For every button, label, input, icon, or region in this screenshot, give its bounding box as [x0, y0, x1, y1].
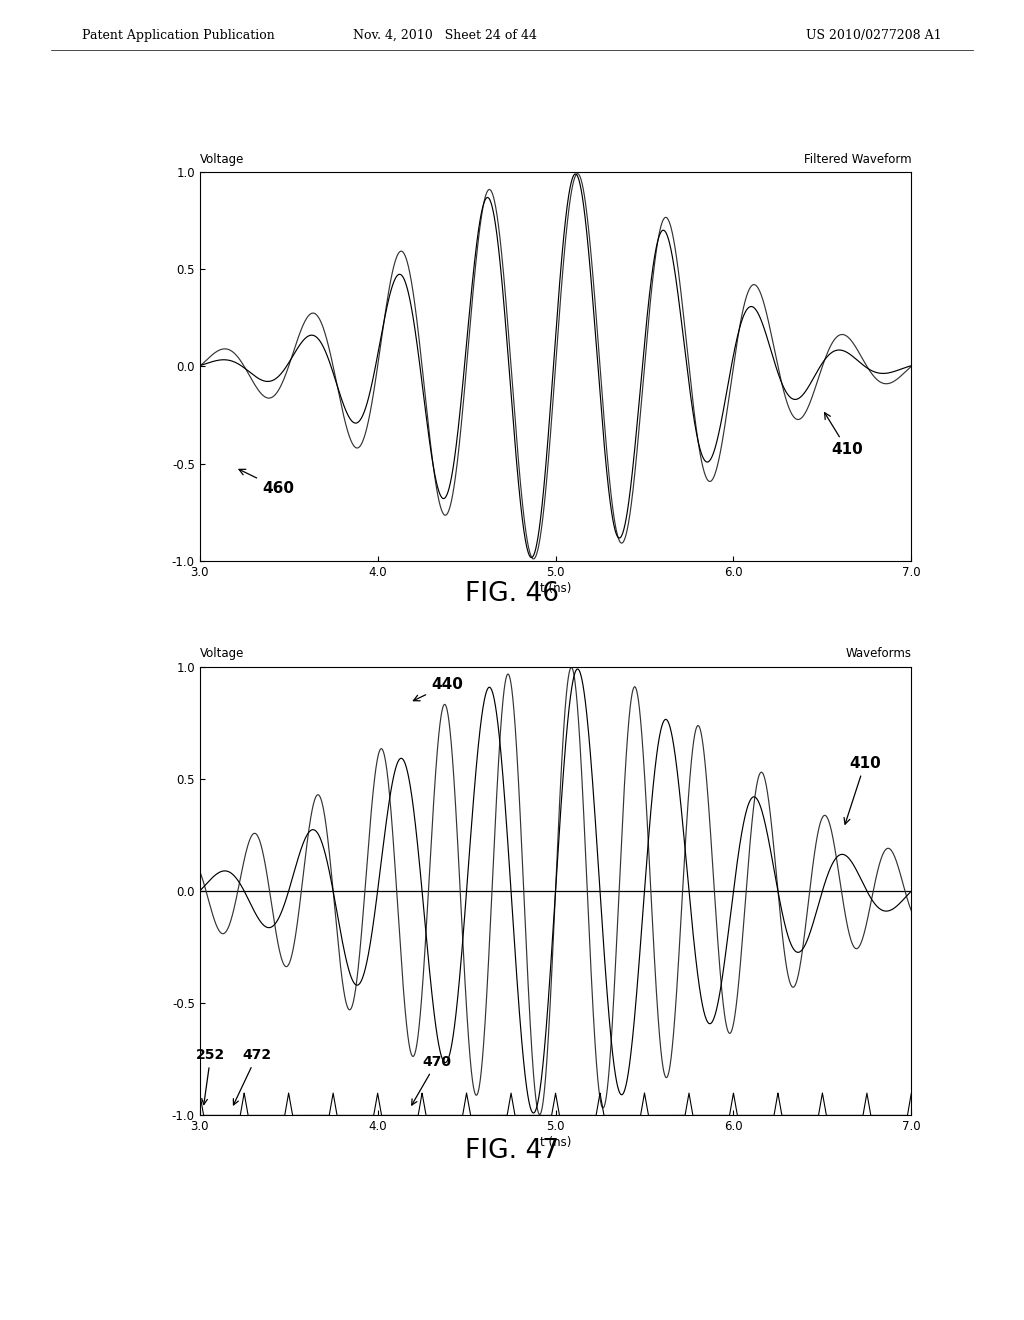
- Text: Nov. 4, 2010   Sheet 24 of 44: Nov. 4, 2010 Sheet 24 of 44: [353, 29, 538, 42]
- X-axis label: t (ns): t (ns): [540, 1137, 571, 1148]
- Text: FIG. 47: FIG. 47: [465, 1138, 559, 1164]
- Text: Voltage: Voltage: [200, 647, 244, 660]
- Text: Filtered Waveform: Filtered Waveform: [804, 153, 911, 166]
- Text: Waveforms: Waveforms: [846, 647, 911, 660]
- Text: 472: 472: [233, 1048, 271, 1105]
- Text: 410: 410: [824, 413, 863, 457]
- Text: 410: 410: [844, 755, 881, 824]
- Text: FIG. 46: FIG. 46: [465, 581, 559, 607]
- Text: 252: 252: [197, 1048, 225, 1105]
- Text: US 2010/0277208 A1: US 2010/0277208 A1: [807, 29, 942, 42]
- X-axis label: t (ns): t (ns): [540, 582, 571, 594]
- Text: Voltage: Voltage: [200, 153, 244, 166]
- Text: 460: 460: [239, 470, 294, 496]
- Text: Patent Application Publication: Patent Application Publication: [82, 29, 274, 42]
- Text: 440: 440: [414, 677, 463, 701]
- Text: 470: 470: [412, 1055, 452, 1105]
